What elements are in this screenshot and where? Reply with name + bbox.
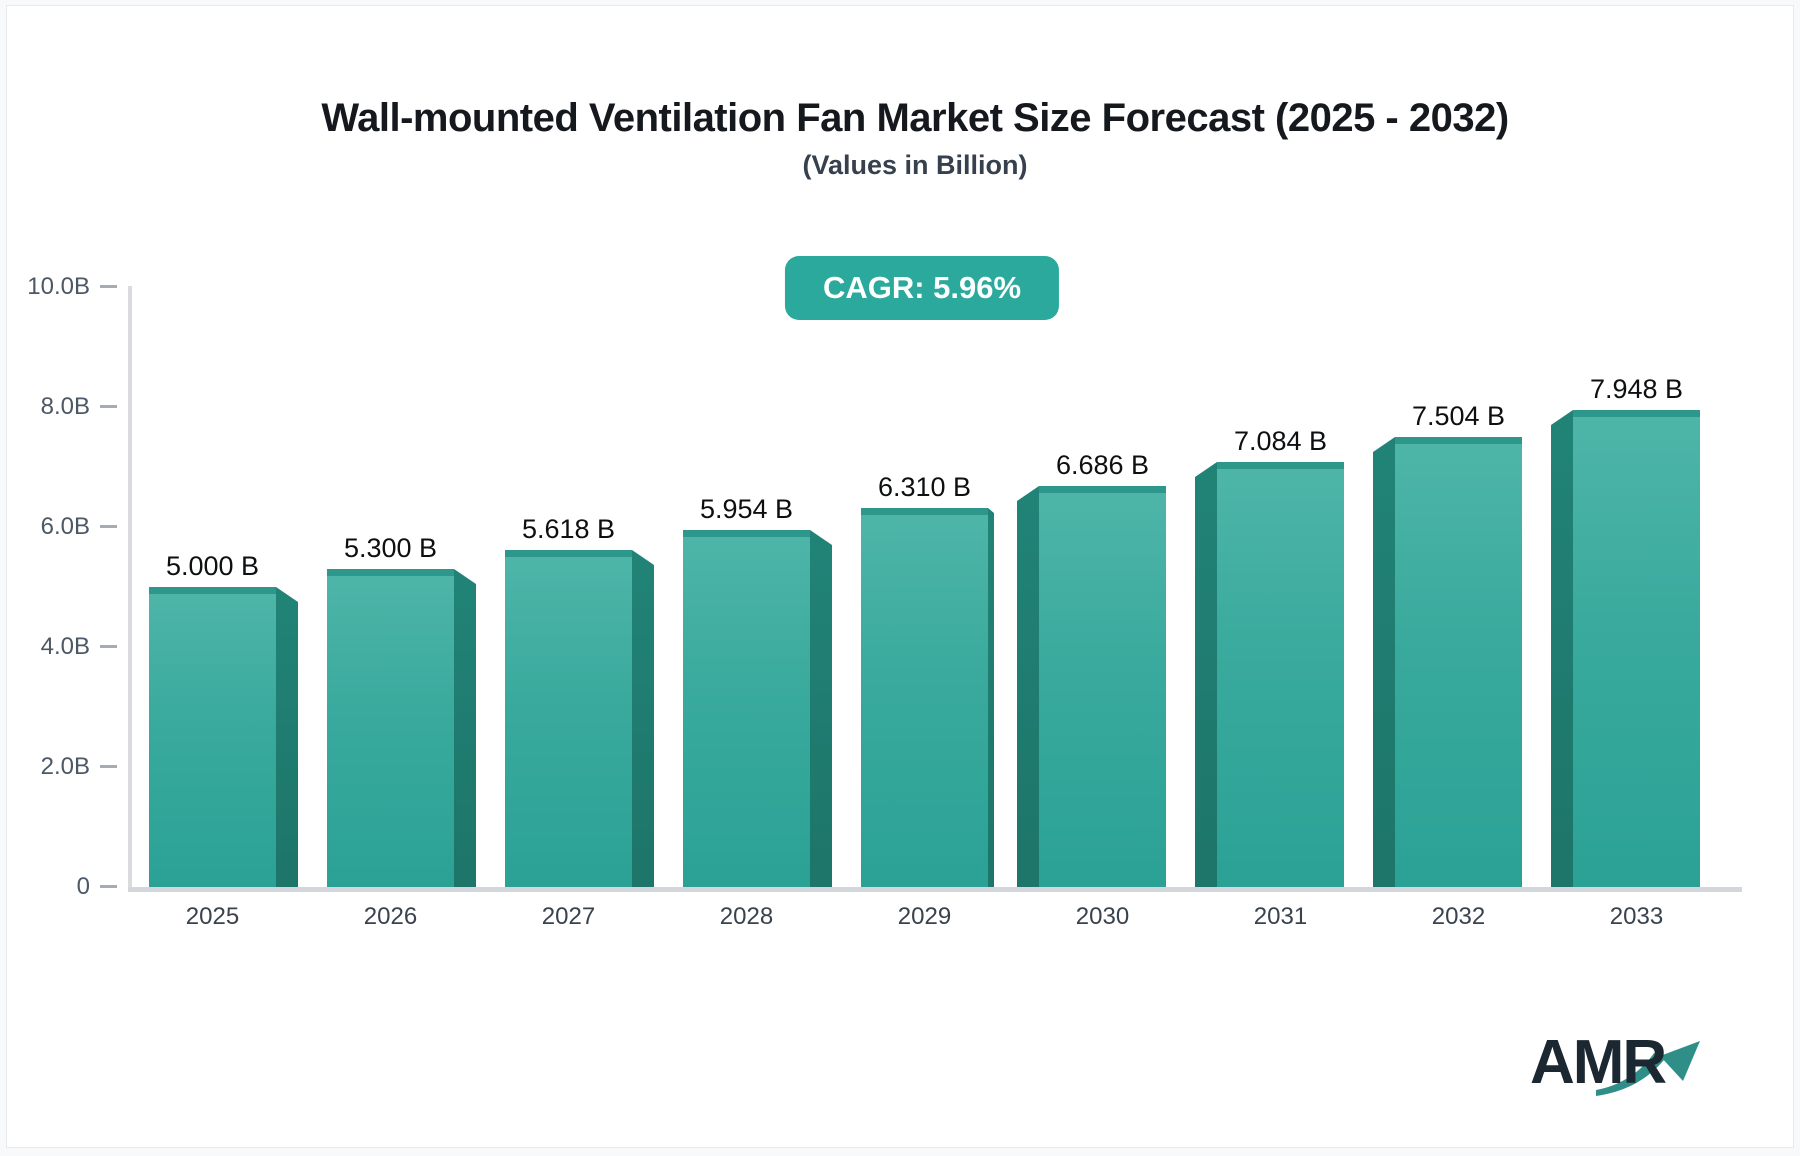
- bar-2028: [683, 530, 810, 887]
- y-tick-label: 10.0B: [27, 273, 90, 300]
- x-tick-label: 2032: [1431, 903, 1486, 930]
- y-tick-dash: [100, 525, 117, 528]
- bar-value-label: 6.686 B: [1055, 450, 1150, 480]
- cagr-badge: CAGR: 5.96%: [784, 256, 1060, 320]
- y-tick-dash: [100, 405, 117, 408]
- x-axis-line: [128, 887, 1742, 892]
- bar-value-label: 5.000 B: [165, 551, 260, 581]
- bar-top-edge: [1217, 462, 1344, 469]
- chart-subtitle: (Values in Billion): [802, 150, 1028, 180]
- bar-value-label: 7.948 B: [1589, 374, 1684, 404]
- bar-value-label: 7.084 B: [1233, 426, 1328, 456]
- y-tick-dash: [100, 285, 117, 288]
- y-tick-dash: [100, 765, 117, 768]
- y-tick-label: 2.0B: [40, 753, 90, 780]
- x-tick-label: 2029: [897, 903, 952, 930]
- amr-logo-text: AMR: [1530, 1028, 1667, 1097]
- bar-side: [1017, 486, 1039, 887]
- chart-title: Wall-mounted Ventilation Fan Market Size…: [321, 96, 1509, 140]
- bar-side: [276, 587, 298, 887]
- bar-2031: [1217, 462, 1344, 887]
- bar-top-edge: [1039, 486, 1166, 493]
- bar-2029: [861, 508, 988, 887]
- y-tick-label: 0: [76, 873, 90, 900]
- x-tick-label: 2028: [719, 903, 774, 930]
- bar-top-edge: [505, 550, 632, 557]
- bar-side: [1195, 462, 1217, 887]
- bar-top-edge: [149, 587, 276, 594]
- x-tick-label: 2033: [1609, 903, 1664, 930]
- bar-top-edge: [683, 530, 810, 537]
- x-tick-label: 2025: [185, 903, 240, 930]
- y-tick-dash: [100, 645, 117, 648]
- y-axis-line: [128, 286, 132, 891]
- x-tick-label: 2030: [1075, 903, 1130, 930]
- bar-side: [810, 530, 832, 887]
- bar-side: [1373, 437, 1395, 887]
- bar-side: [454, 569, 476, 887]
- bar-side: [988, 508, 994, 887]
- bar-2032: [1395, 437, 1522, 887]
- bar-top-edge: [1573, 410, 1700, 417]
- bar-2027: [505, 550, 632, 887]
- y-tick-dash: [100, 885, 117, 888]
- bar-value-label: 7.504 B: [1411, 401, 1506, 431]
- bar-top-edge: [1395, 437, 1522, 444]
- amr-logo: AMR: [1530, 1028, 1720, 1112]
- x-tick-label: 2027: [541, 903, 596, 930]
- y-tick-label: 8.0B: [40, 393, 90, 420]
- x-tick-label: 2026: [363, 903, 418, 930]
- bar-2025: [149, 587, 276, 887]
- bar-value-label: 5.618 B: [521, 514, 616, 544]
- bar-top-edge: [861, 508, 988, 515]
- bar-value-label: 6.310 B: [877, 472, 972, 502]
- bar-2033: [1573, 410, 1700, 887]
- bar-2030: [1039, 486, 1166, 887]
- y-tick-label: 4.0B: [40, 633, 90, 660]
- bar-side: [632, 550, 654, 887]
- bar-top-edge: [327, 569, 454, 576]
- bar-2026: [327, 569, 454, 887]
- x-tick-label: 2031: [1253, 903, 1308, 930]
- bar-side: [1551, 410, 1573, 887]
- bar-value-label: 5.954 B: [699, 494, 794, 524]
- y-tick-label: 6.0B: [40, 513, 90, 540]
- bar-value-label: 5.300 B: [343, 533, 438, 563]
- trend-arrow-icon: [1596, 1041, 1700, 1096]
